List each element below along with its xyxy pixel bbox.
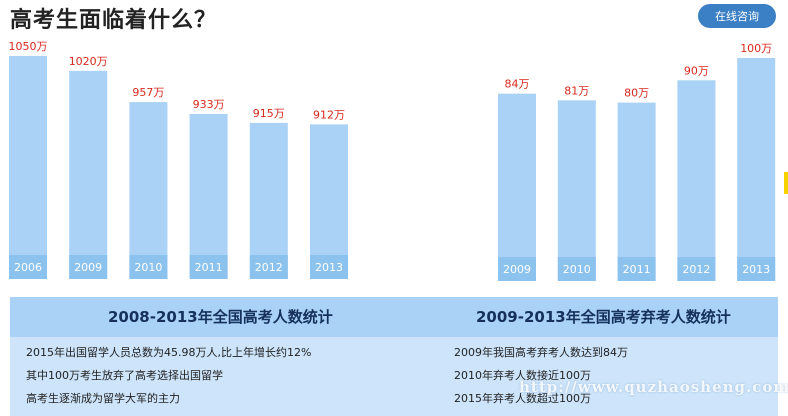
category-label: 2011: [195, 261, 223, 274]
category-label: 2011: [623, 263, 651, 276]
category-label: 2009: [74, 261, 102, 274]
list-item: 2010年弃考人数接近100万: [454, 369, 591, 382]
list-item: 高考生逐渐成为留学大军的主力: [26, 392, 180, 405]
list-item: 2009年我国高考弃考人数达到84万: [454, 346, 628, 359]
category-label: 2012: [255, 261, 283, 274]
value-label: 100万: [740, 42, 772, 55]
page-title: 高考生面临着什么？: [10, 8, 218, 33]
category-label: 2012: [682, 263, 710, 276]
bar-base-band: [498, 257, 536, 281]
left-notes-list: 2015年出国留学人员总数为45.98万人,比上年增长约12% 其中100万考生…: [26, 341, 311, 410]
left-panel-title: 2008-2013年全国高考人数统计: [108, 308, 333, 326]
value-label: 915万: [253, 107, 285, 120]
category-label: 2013: [315, 261, 343, 274]
bar: [189, 113, 228, 279]
category-label: 2010: [134, 261, 162, 274]
bar-base-band: [129, 255, 168, 279]
right-panel-title: 2009-2013年全国高考弃考人数统计: [476, 308, 731, 326]
bar-base-band: [557, 257, 596, 281]
abandon-exam-bars: 2009 84万 2010 81万 2011 80万 2012 90万 2013 100万: [498, 42, 776, 282]
bar-base-band: [69, 255, 108, 279]
bar: [69, 70, 108, 279]
bar: [557, 100, 596, 282]
value-label: 80万: [624, 87, 649, 100]
stats-panel: 2008-2013年全国高考人数统计 2009-2013年全国高考弃考人数统计 …: [10, 297, 778, 416]
category-label: 2013: [742, 263, 770, 276]
bar-base-band: [310, 255, 348, 279]
category-label: 2009: [503, 263, 531, 276]
bar: [737, 58, 776, 281]
bar-base-band: [189, 255, 228, 279]
bar: [617, 102, 656, 281]
side-marker: [784, 172, 788, 194]
value-label: 84万: [505, 78, 530, 91]
bar-base-band: [737, 257, 776, 281]
value-label: 1020万: [69, 55, 108, 68]
bar: [249, 122, 288, 280]
value-label: 1050万: [9, 40, 48, 53]
charts-area: 2006 1050万 2009 1020万 2010 957万 2011 933万 2012 91…: [9, 40, 776, 282]
value-label: 90万: [684, 64, 709, 77]
bar: [498, 93, 536, 282]
bar: [677, 80, 716, 281]
category-label: 2010: [563, 263, 591, 276]
value-label: 933万: [193, 98, 225, 111]
category-label: 2006: [14, 261, 42, 274]
list-item: 2015年弃考人数超过100万: [454, 392, 591, 405]
value-label: 957万: [132, 86, 164, 99]
bar-base-band: [677, 257, 716, 281]
bar: [310, 124, 348, 280]
bar-base-band: [617, 257, 656, 281]
online-consult-button[interactable]: 在线咨询: [698, 4, 776, 28]
bar-base-band: [9, 255, 47, 279]
exam-takers-bar-chart: 2006 1050万 2009 1020万 2010 957万 2011 933万 2012 91…: [9, 40, 776, 282]
site-watermark: http://www.quzhaosheng.com: [519, 378, 788, 396]
exam-takers-bars: 2006 1050万 2009 1020万 2010 957万 2011 933万 2012 91…: [9, 40, 348, 280]
bar-base-band: [249, 255, 288, 279]
list-item: 其中100万考生放弃了高考选择出国留学: [26, 369, 223, 382]
bar: [129, 102, 168, 279]
bar: [9, 56, 47, 279]
panel-header: 2008-2013年全国高考人数统计 2009-2013年全国高考弃考人数统计: [10, 297, 778, 337]
value-label: 912万: [313, 108, 345, 121]
right-notes-list: 2009年我国高考弃考人数达到84万 2010年弃考人数接近100万 2015年…: [454, 341, 628, 410]
value-label: 81万: [564, 84, 589, 97]
list-item: 2015年出国留学人员总数为45.98万人,比上年增长约12%: [26, 346, 312, 359]
